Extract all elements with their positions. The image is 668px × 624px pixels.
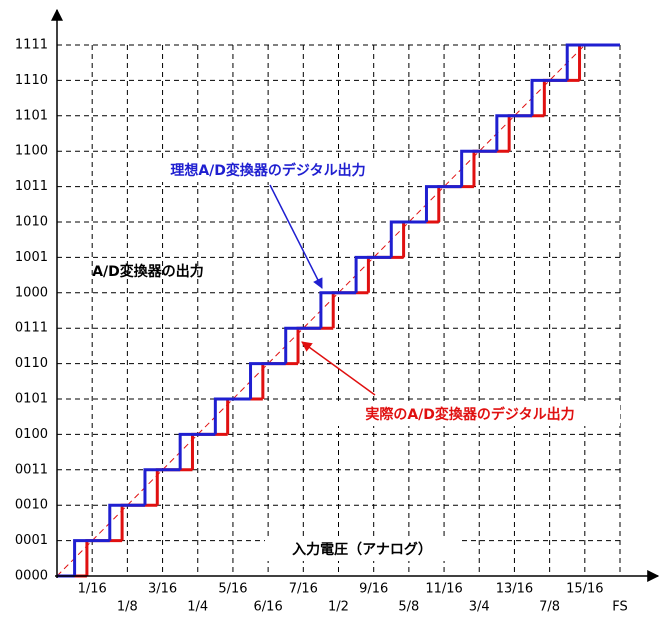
label-bg — [265, 539, 460, 561]
annotation: 理想A/D変換器のデジタル出力 — [170, 162, 365, 179]
x-tick-label: 9/16 — [359, 582, 388, 597]
x-tick-label: 15/16 — [566, 582, 603, 597]
annotation: 実際のA/D変換器のデジタル出力 — [365, 406, 574, 423]
x-tick-label: 1/2 — [328, 600, 349, 615]
x-tick-label: FS — [612, 600, 628, 615]
x-tick-label: 1/8 — [117, 600, 138, 615]
x-tick-label: 3/16 — [148, 582, 177, 597]
step-segment — [424, 185, 462, 222]
step-segment — [389, 220, 427, 258]
y-tick-label: 0101 — [15, 392, 48, 407]
step-segment — [143, 468, 181, 506]
x-tick-label: 1/16 — [78, 582, 107, 597]
x-tick-label: 5/8 — [398, 600, 419, 615]
x-tick-label: 11/16 — [425, 582, 462, 597]
step-segment — [460, 149, 497, 187]
y-tick-label: 0110 — [15, 356, 48, 371]
step-segment — [319, 291, 357, 329]
label-bg — [320, 404, 620, 426]
label-bg — [130, 160, 410, 182]
step-segment — [530, 78, 568, 116]
x-tick-label: 3/4 — [469, 600, 490, 615]
y-tick-label: 1111 — [15, 38, 48, 53]
step-segment — [108, 503, 145, 541]
x-tick-label: 1/4 — [187, 600, 208, 615]
x-tick-label: 5/16 — [218, 582, 247, 597]
y-tick-label: 1001 — [15, 250, 48, 265]
step-segment — [178, 432, 216, 470]
y-tick-label: 1011 — [15, 179, 48, 194]
y-tick-label: 0111 — [15, 321, 48, 336]
y-tick-label: 0001 — [15, 533, 48, 548]
y-tick-label: 0000 — [15, 569, 48, 584]
step-segment — [213, 397, 251, 435]
x-tick-label: 6/16 — [254, 600, 283, 615]
step-segment — [354, 255, 392, 293]
x-tick-label: 7/8 — [539, 600, 560, 615]
x-tick-label: 13/16 — [496, 582, 533, 597]
step-segment — [73, 539, 110, 576]
y-tick-label: 1110 — [15, 73, 48, 88]
y-tick-label: 1000 — [15, 285, 48, 300]
x-tick-label: 7/16 — [289, 582, 318, 597]
step-segment — [495, 114, 533, 152]
arrow — [301, 341, 376, 396]
x-axis-title: 入力電圧（アナログ） — [292, 541, 432, 558]
arrow — [269, 184, 323, 289]
step-segment — [578, 43, 620, 81]
step-segment — [284, 326, 321, 364]
y-tick-label: 0100 — [15, 427, 48, 442]
y-tick-label: 1101 — [15, 108, 48, 123]
step-segment — [565, 43, 620, 81]
y-tick-label: 1010 — [15, 215, 48, 230]
step-segment — [249, 362, 286, 399]
y-tick-label: 0011 — [15, 462, 48, 477]
y-axis-title: A/D変換器の出力 — [92, 263, 204, 280]
y-tick-label: 0010 — [15, 498, 48, 513]
y-tick-label: 1100 — [15, 144, 48, 159]
